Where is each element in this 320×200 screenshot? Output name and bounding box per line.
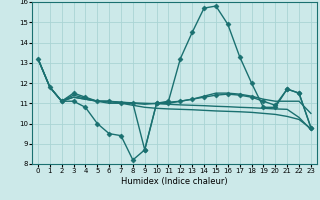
- X-axis label: Humidex (Indice chaleur): Humidex (Indice chaleur): [121, 177, 228, 186]
